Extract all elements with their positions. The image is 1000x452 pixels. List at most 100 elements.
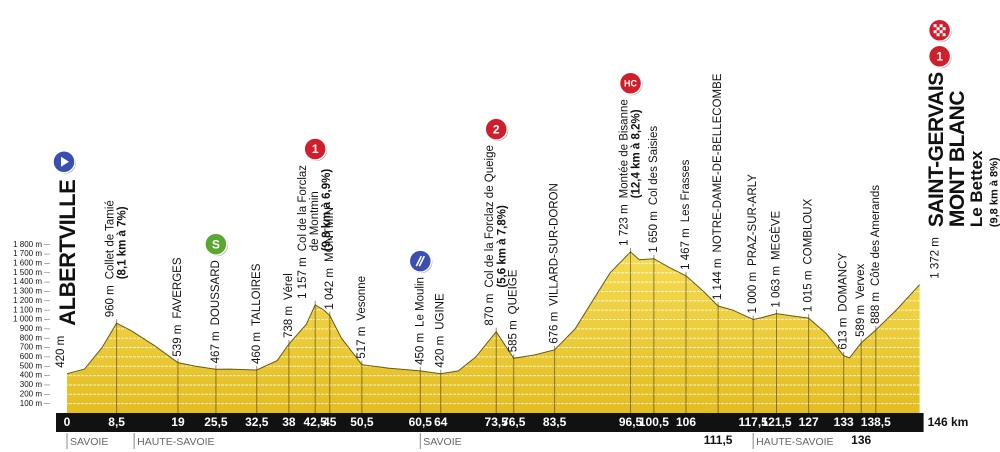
altitude: 467 m <box>210 331 222 363</box>
place-name: TALLOIRES <box>251 263 263 326</box>
region-label: HAUTE-SAVOIE <box>137 436 214 448</box>
x-tick-label: 83,5 <box>543 415 567 429</box>
badge <box>303 137 327 161</box>
x-tick-label: 96,5 <box>619 415 643 429</box>
place-label: 613 m DOMANCY <box>838 253 850 350</box>
badge-icon <box>933 24 937 28</box>
x-tick-label: 100,5 <box>639 415 669 429</box>
place-label: 1 157 m Col de la Forclaz <box>297 165 309 299</box>
climb-note: (9,8 km à 8%) <box>989 157 1000 227</box>
badge-label: S <box>212 237 220 251</box>
altitude: 960 m <box>105 285 117 317</box>
x-tick-label: 45 <box>323 415 337 429</box>
altitude: 613 m <box>838 318 850 350</box>
badge <box>484 117 508 141</box>
altitude: 420 m <box>55 336 67 368</box>
place-label: 1 723 m Montée de Bisanne <box>619 99 631 246</box>
place-label: 1 000 m PRAZ-SUR-ARLY <box>747 174 759 314</box>
badge-icon <box>61 156 69 167</box>
place-name: Collet de Tamié <box>105 200 117 279</box>
place-label: 738 m Vérel <box>283 273 295 338</box>
x-tick-label: 19 <box>171 415 185 429</box>
y-tick-label: 1 300 m <box>13 287 42 296</box>
altitude: 888 m <box>870 292 882 324</box>
place-label: 450 m Le Moulin <box>414 277 426 365</box>
x-tick-label: 121,5 <box>762 415 792 429</box>
place-name: Col des Saisies <box>648 126 660 206</box>
region-label: HAUTE-SAVOIE <box>756 436 833 448</box>
altitude: 870 m <box>484 294 496 326</box>
x-tick-label: 0 <box>64 415 71 429</box>
place-label: 460 m TALLOIRES <box>251 263 263 364</box>
place-name: MONTMIN <box>324 207 336 262</box>
place-label: 517 m Vesonne <box>356 276 368 359</box>
x-tick-label: 32,5 <box>245 415 269 429</box>
badge-label: 1 <box>936 49 943 63</box>
place-name: Vérel <box>283 273 295 300</box>
place-label: 1 650 m Col des Saisies <box>648 126 660 253</box>
place-label: 1 063 m MEGÈVE <box>770 211 783 308</box>
finish-name: MONT BLANC <box>946 91 969 227</box>
place-name: Montée de Bisanne <box>619 99 631 198</box>
place-name: VILLARD-SUR-DORON <box>549 183 561 306</box>
altitude: 738 m <box>283 306 295 338</box>
badge-icon <box>933 30 937 34</box>
altitude: 1 000 m <box>747 272 759 314</box>
profile-fill <box>67 251 920 413</box>
place-label: 420 m UGINE <box>435 293 447 368</box>
x-tick-label: 146 km <box>928 415 969 429</box>
place-label: 960 m Collet de Tamié <box>105 200 117 317</box>
place-name: COMBLOUX <box>803 198 815 264</box>
badge-icon <box>942 27 946 31</box>
place-label: 1 042 m MONTMIN <box>324 207 336 310</box>
badge-label: 1 <box>312 142 319 156</box>
altitude: 589 m <box>855 305 867 337</box>
finish-name: SAINT-GERVAIS <box>925 72 948 227</box>
altitude: 676 m <box>549 312 561 344</box>
badge <box>618 71 643 95</box>
x-tick-label: 25,5 <box>204 415 228 429</box>
badge-icon <box>415 255 423 267</box>
place-name: Les Frasses <box>680 159 692 222</box>
place-name: FAVERGES <box>172 257 184 318</box>
altitude: 1 063 m <box>771 266 783 308</box>
place-name: Le Moulin <box>414 277 426 327</box>
y-tick-label: 1 800 m <box>13 240 42 249</box>
y-tick-label: 1 500 m <box>13 268 42 277</box>
altitude: 1 144 m <box>712 258 724 300</box>
x-tick-label: 133 <box>834 415 854 429</box>
place-label: 589 m Vervex <box>855 263 867 336</box>
place-label: 1 015 m COMBLOUX <box>803 198 815 312</box>
badge-label: 2 <box>493 122 500 136</box>
x-tick-label: 106 <box>676 415 696 429</box>
x-tick-label: 117,5 <box>738 415 768 429</box>
place-name: UGINE <box>435 293 447 330</box>
x-tick-label: 138,5 <box>861 415 891 429</box>
altitude: 1 015 m <box>803 271 815 313</box>
place-name: Vesonne <box>356 276 368 321</box>
region-label: SAVOIE <box>423 436 461 448</box>
altitude: 1 467 m <box>680 228 692 270</box>
x-tick-label: 127 <box>799 415 819 429</box>
badge-icon <box>936 33 940 37</box>
altitude: 1 157 m <box>297 257 309 299</box>
place-name: Col de la Forclaz <box>297 165 309 252</box>
badge <box>204 232 228 256</box>
y-tick-label: 1 400 m <box>13 277 42 286</box>
badge-icon <box>936 27 940 31</box>
place-label: 888 m Côte des Amerands <box>870 185 882 324</box>
finish-sub: Le Bettex <box>967 150 986 227</box>
altitude: 1 723 m <box>619 204 631 246</box>
x-tick-label: 73,5 <box>485 415 509 429</box>
y-tick-label: 1 200 m <box>13 296 42 305</box>
place-name: Côte des Amerands <box>870 185 882 286</box>
altitude: 1 650 m <box>648 211 660 253</box>
place-label: 676 m VILLARD-SUR-DORON <box>549 183 561 344</box>
place-label: 585 m QUEIGE <box>508 269 520 352</box>
x-tick-label: 38 <box>282 415 296 429</box>
badge <box>408 249 433 273</box>
x-tick-label: 8,5 <box>108 415 125 429</box>
climb-note: (5,6 km à 7,8%) <box>496 205 508 288</box>
x-tick-label: 76,5 <box>502 415 526 429</box>
y-tick-label: 800 m <box>20 333 43 342</box>
